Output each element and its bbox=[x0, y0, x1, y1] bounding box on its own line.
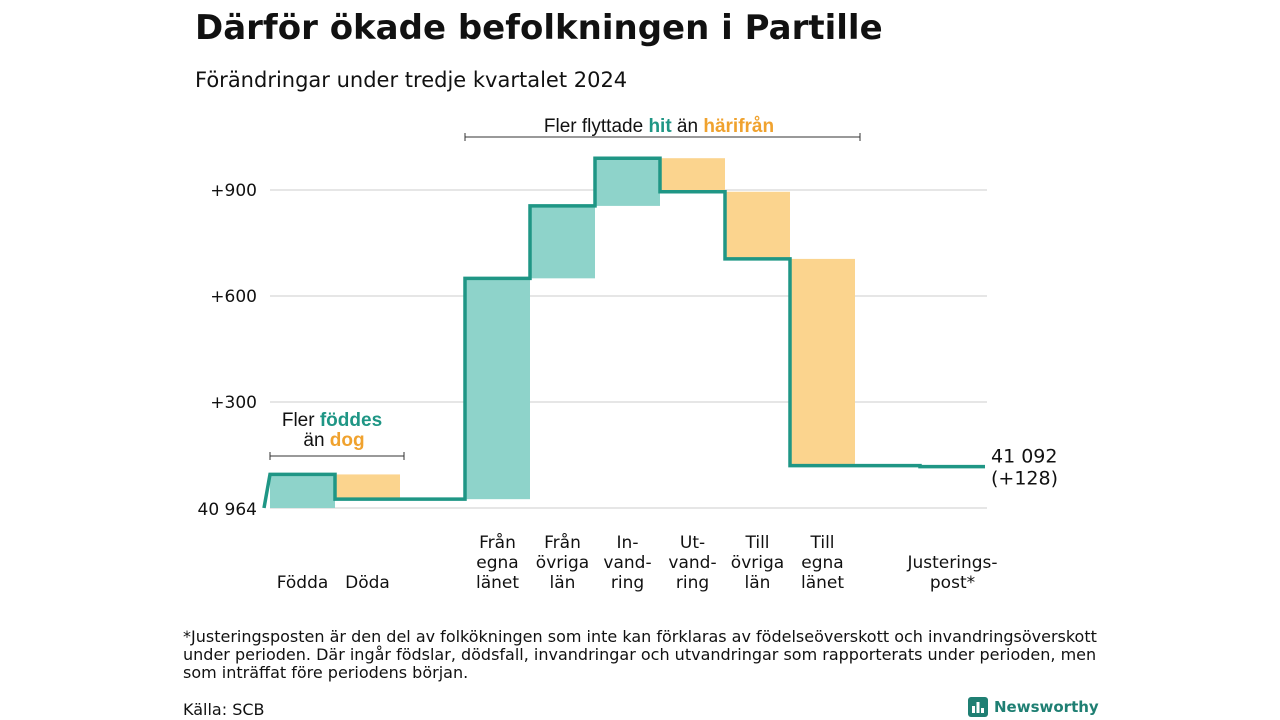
end-value-label: (+128) bbox=[991, 468, 1058, 490]
x-axis-labels: Födda DödaFrånegnalänetFrånövrigalänIn-va… bbox=[277, 532, 998, 593]
y-tick-label: +900 bbox=[210, 181, 257, 201]
migration-annotation: Fler flyttade hit än härifrån bbox=[464, 116, 861, 141]
migration-annotation-text: Fler flyttade hit än härifrån bbox=[544, 116, 774, 137]
x-label: övriga bbox=[536, 553, 589, 573]
x-label: län bbox=[745, 573, 771, 593]
grid-lines bbox=[270, 189, 987, 509]
bar-3 bbox=[465, 278, 530, 500]
newsworthy-logo-icon bbox=[968, 697, 988, 717]
x-label: vand- bbox=[603, 553, 651, 573]
bar-6 bbox=[660, 158, 725, 192]
x-label: Justerings- bbox=[906, 553, 997, 573]
births-annotation: Fler föddes än dog bbox=[269, 410, 405, 460]
chart-title: Därför ökade befolkningen i Partille bbox=[195, 8, 883, 48]
step-line-path bbox=[262, 156, 985, 509]
source-note: Källa: SCB bbox=[183, 700, 265, 719]
x-label: In- bbox=[617, 533, 639, 553]
bar-5 bbox=[595, 158, 660, 206]
x-label: län bbox=[550, 573, 576, 593]
x-label: vand- bbox=[668, 553, 716, 573]
bar-4 bbox=[530, 205, 595, 279]
x-label: Från bbox=[544, 532, 581, 553]
births-annotation-line2: än dog bbox=[303, 430, 364, 451]
brand-name: Newsworthy bbox=[994, 698, 1099, 716]
chart-subtitle: Förändringar under tredje kvartalet 2024 bbox=[195, 68, 628, 92]
brand-logo[interactable]: Newsworthy bbox=[968, 697, 1099, 717]
x-label: Till bbox=[809, 533, 834, 553]
bars bbox=[270, 158, 855, 508]
births-annotation-line1: Fler föddes bbox=[282, 410, 382, 431]
y-axis-ticks: 40 964 +900 +600 +300 bbox=[198, 181, 257, 520]
x-label: länet bbox=[476, 573, 519, 593]
bar-7 bbox=[725, 191, 790, 259]
y-tick-label: +600 bbox=[210, 287, 257, 307]
x-label: ring bbox=[611, 573, 644, 593]
y-tick-label: +300 bbox=[210, 393, 257, 413]
x-label: Ut- bbox=[680, 533, 705, 553]
x-label: ring bbox=[676, 573, 709, 593]
x-label: egna bbox=[476, 553, 518, 573]
y-tick-label-base: 40 964 bbox=[198, 500, 257, 520]
x-label: övriga bbox=[731, 553, 784, 573]
bar-8 bbox=[790, 258, 855, 466]
end-label: 41 092(+128) bbox=[991, 446, 1058, 490]
footnote: *Justeringsposten är den del av folkökni… bbox=[183, 627, 1097, 682]
waterfall-chart: 40 964+900+600+300 Födda DödaFrånegnaläne… bbox=[198, 116, 1059, 593]
x-label: Döda bbox=[345, 573, 390, 593]
x-label: egna bbox=[801, 553, 843, 573]
step-line bbox=[262, 156, 985, 509]
end-value-label: 41 092 bbox=[991, 446, 1057, 468]
x-label: post* bbox=[930, 573, 975, 593]
bar-1 bbox=[270, 474, 335, 508]
x-label: länet bbox=[801, 573, 844, 593]
bar-2 bbox=[335, 474, 400, 500]
x-label: Från bbox=[479, 532, 516, 553]
x-label: Födda bbox=[277, 573, 329, 593]
x-label: Till bbox=[744, 533, 769, 553]
